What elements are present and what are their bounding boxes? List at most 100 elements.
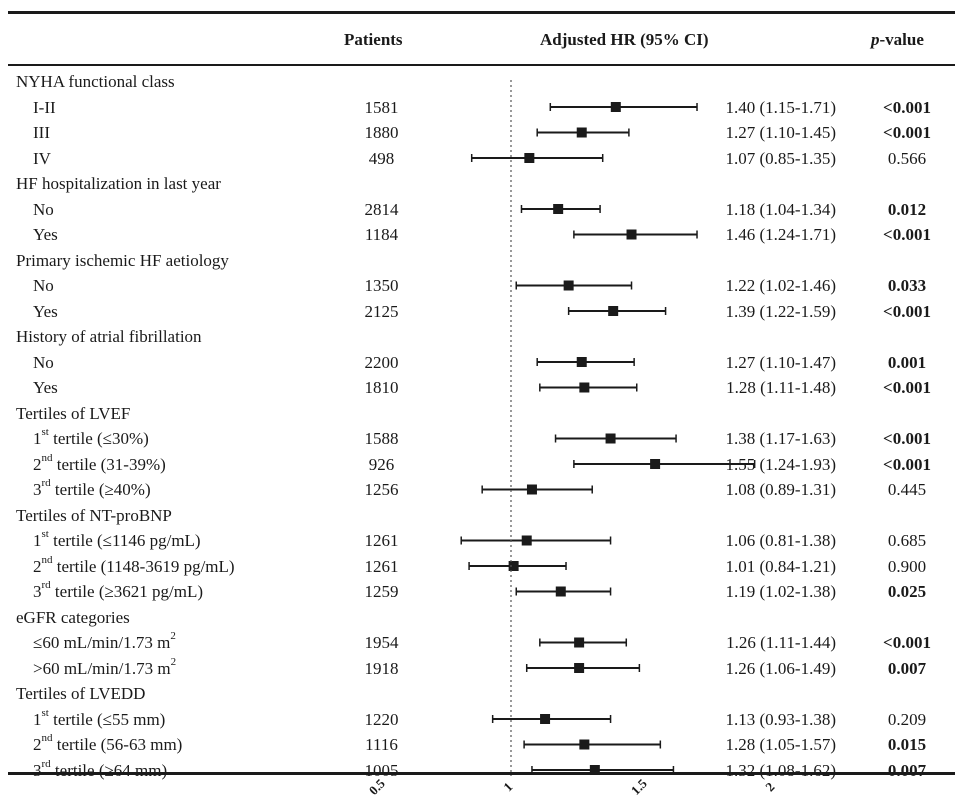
row-label: 1st tertile (≤55 mm) — [33, 707, 165, 732]
row-label: I-II — [33, 97, 56, 117]
row-label-main: 3 — [33, 760, 42, 780]
row-label-rest: tertile (31-39%) — [52, 454, 166, 474]
p-value: <0.001 — [883, 429, 931, 448]
row-label: eGFR categories — [16, 607, 130, 627]
row-label: 3rd tertile (≥40%) — [33, 477, 151, 502]
row-label: 1st tertile (≤30%) — [33, 426, 149, 451]
hr-point — [626, 229, 637, 240]
table-row: >60 mL/min/1.73 m2 1918 1.26 (1.06-1.49) 0.… — [0, 656, 963, 681]
hr-point — [524, 153, 535, 163]
table-row: IV 498 1.07 (0.85-1.35) 0.566 — [0, 146, 963, 171]
row-label: Tertiles of LVEDD — [16, 684, 146, 703]
p-value: <0.001 — [883, 378, 931, 397]
x-tick-label: 2 — [762, 779, 777, 794]
row-label: >60 mL/min/1.73 m2 — [33, 656, 176, 681]
row-label: III — [33, 123, 50, 142]
hr-point — [576, 357, 587, 367]
table-row: ≤60 mL/min/1.73 m2 1954 1.26 (1.11-1.44) <0… — [0, 630, 963, 655]
row-label-main: 2 — [33, 556, 42, 576]
p-value: <0.001 — [883, 123, 931, 142]
table-row: I-II 1581 1.40 (1.15-1.71) <0.001 — [0, 95, 963, 120]
row-label-rest: tertile (≥40%) — [50, 480, 151, 499]
row-label: No — [33, 276, 54, 295]
row-label-main: 3 — [33, 582, 42, 601]
patients-count: 1810 — [364, 378, 399, 397]
table-top-rule — [8, 11, 955, 14]
p-value: 0.209 — [887, 709, 927, 729]
table-row: 1st tertile (≤30%) 1588 1.38 (1.17-1.63) <0… — [0, 426, 963, 451]
row-label: History of atrial fibrillation — [16, 327, 202, 346]
group-header-row: Tertiles of NT-proBNP — [0, 503, 963, 528]
hr-point — [555, 586, 566, 597]
table-row: 1st tertile (≤1146 pg/mL) 1261 1.06 (0.81-… — [0, 528, 963, 553]
header-pvalue-rest: -value — [879, 30, 924, 49]
patients-count: 2125 — [364, 301, 399, 321]
table-row: 1st tertile (≤55 mm) 1220 1.13 (0.93-1.38)… — [0, 707, 963, 732]
patients-count: 498 — [368, 148, 395, 168]
patients-count: 1581 — [364, 97, 399, 117]
hr-point — [610, 102, 621, 112]
group-header-row: Tertiles of LVEF — [0, 401, 963, 426]
hazard-ratio-ci: 1.26 (1.11-1.44) — [726, 633, 836, 652]
row-label-main: 1 — [33, 709, 42, 729]
patients-count: 1880 — [364, 123, 399, 142]
table-bottom-rule — [8, 772, 955, 775]
p-value: 0.015 — [887, 735, 927, 754]
hazard-ratio-ci: 1.01 (0.84-1.21) — [725, 556, 836, 576]
hazard-ratio-ci: 1.26 (1.06-1.49) — [725, 658, 836, 678]
row-label: IV — [33, 148, 51, 168]
hazard-ratio-ci: 1.39 (1.22-1.59) — [725, 301, 836, 321]
x-tick-label: 0.5 — [366, 775, 388, 797]
p-value: <0.001 — [883, 225, 931, 244]
row-label-superscript: st — [41, 426, 49, 439]
hazard-ratio-ci: 1.55 (1.24-1.93) — [725, 454, 836, 474]
patients-count: 2200 — [364, 352, 399, 372]
patients-count: 1918 — [364, 658, 399, 678]
table-row: No 2200 1.27 (1.10-1.47) 0.001 — [0, 350, 963, 375]
patients-count: 2814 — [364, 199, 399, 219]
header-pvalue-italic: p — [871, 30, 880, 49]
row-label: Yes — [33, 378, 58, 397]
x-tick-label: 1 — [500, 779, 515, 794]
row-label-main: 3 — [33, 480, 42, 499]
hazard-ratio-ci: 1.46 (1.24-1.71) — [725, 225, 836, 244]
p-value: 0.007 — [887, 658, 927, 678]
row-label: 1st tertile (≤1146 pg/mL) — [33, 528, 201, 553]
p-value: <0.001 — [883, 633, 931, 652]
hr-point — [540, 714, 551, 724]
table-row: Yes 1184 1.46 (1.24-1.71) <0.001 — [0, 222, 963, 247]
hazard-ratio-ci: 1.18 (1.04-1.34) — [725, 199, 836, 219]
row-label: ≤60 mL/min/1.73 m2 — [33, 630, 176, 655]
hazard-ratio-ci: 1.22 (1.02-1.46) — [725, 276, 836, 295]
p-value: <0.001 — [883, 454, 931, 474]
hr-point — [576, 127, 587, 138]
row-label: No — [33, 352, 54, 372]
header-adjusted-hr: Adjusted HR (95% CI) — [540, 30, 709, 49]
row-label: 3rd tertile (≥3621 pg/mL) — [33, 579, 203, 604]
group-header-row: NYHA functional class — [0, 69, 963, 94]
row-label: 2nd tertile (31-39%) — [33, 452, 166, 477]
patients-count: 1259 — [364, 582, 399, 601]
p-value: 0.001 — [887, 352, 927, 372]
p-value: 0.900 — [887, 556, 927, 576]
header-pvalue: p-value — [871, 30, 924, 50]
table-header-rule — [8, 64, 955, 66]
hr-point — [579, 739, 590, 750]
hr-point — [574, 637, 585, 648]
row-label-superscript: st — [41, 528, 49, 541]
hr-point — [508, 561, 519, 571]
patients-count: 1954 — [364, 633, 399, 652]
row-label-main: 2 — [33, 735, 42, 754]
patients-count: 1350 — [364, 276, 399, 295]
hr-point — [521, 535, 532, 546]
hazard-ratio-ci: 1.27 (1.10-1.45) — [725, 123, 836, 142]
patients-count: 1116 — [365, 735, 398, 754]
row-label: Yes — [33, 301, 58, 321]
table-row: Yes 1810 1.28 (1.11-1.48) <0.001 — [0, 375, 963, 400]
p-value: 0.445 — [887, 480, 927, 499]
row-label-main: 1 — [33, 429, 42, 448]
hazard-ratio-ci: 1.40 (1.15-1.71) — [725, 97, 836, 117]
p-value: <0.001 — [883, 97, 931, 117]
row-label: 2nd tertile (56-63 mm) — [33, 732, 182, 757]
group-header-row: Tertiles of LVEDD — [0, 681, 963, 706]
